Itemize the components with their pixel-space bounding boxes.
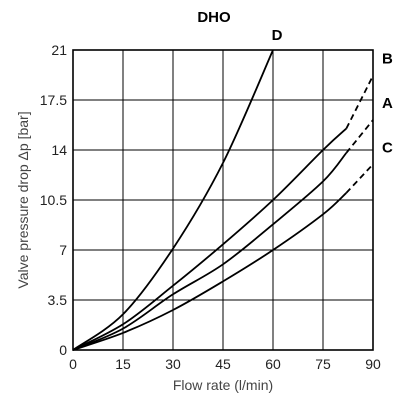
curve-label-a: A	[382, 95, 393, 112]
plot-frame	[72, 49, 374, 351]
chart-title: DHO	[197, 9, 231, 26]
curve-label-c: C	[382, 139, 393, 156]
curves	[72, 49, 374, 351]
x-tick-label: 30	[165, 356, 181, 372]
curve-a	[72, 152, 347, 351]
curve-label-b: B	[382, 51, 393, 68]
y-tick-label: 10.5	[40, 192, 67, 208]
x-tick-label: 15	[115, 356, 131, 372]
y-axis-title: Valve pressure drop Δp [bar]	[15, 111, 31, 288]
curve-b-extension	[345, 75, 374, 130]
y-tick-label: 21	[51, 42, 67, 58]
curve-d	[72, 49, 274, 351]
curve-b	[72, 127, 347, 351]
x-tick-label: 75	[315, 356, 331, 372]
tick-labels: 0 15 30 45 60 75 90 0 3.5 7 10.5 14 17.5 21	[40, 42, 381, 372]
curve-labels: D B A C	[272, 27, 393, 156]
y-tick-label: 7	[59, 242, 67, 258]
y-tick-label: 17.5	[40, 92, 67, 108]
x-tick-label: 0	[69, 356, 77, 372]
x-tick-label: 60	[265, 356, 281, 372]
x-tick-label: 90	[365, 356, 381, 372]
curve-c	[72, 192, 347, 351]
curve-c-extension	[345, 163, 374, 194]
curve-a-extension	[345, 119, 374, 154]
curve-label-d: D	[272, 27, 283, 44]
y-tick-label: 14	[51, 142, 67, 158]
y-tick-label: 0	[59, 342, 67, 358]
x-tick-label: 45	[215, 356, 231, 372]
y-tick-label: 3.5	[48, 292, 68, 308]
x-axis-title: Flow rate (l/min)	[173, 377, 273, 393]
grid	[73, 50, 373, 350]
